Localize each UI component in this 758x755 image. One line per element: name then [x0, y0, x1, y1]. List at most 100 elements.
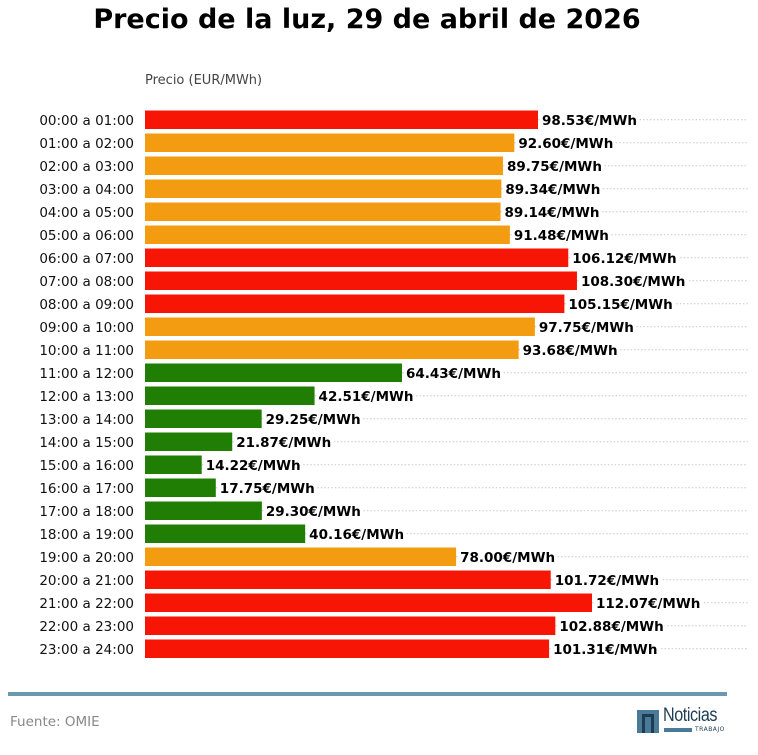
logo-word: Noticias: [663, 705, 718, 726]
bar: [145, 593, 593, 612]
category-label: 09:00 a 10:00: [39, 320, 134, 336]
category-label: 15:00 a 16:00: [39, 458, 134, 474]
bar: [145, 432, 233, 451]
value-label: 97.75€/MWh: [539, 320, 634, 336]
value-label: 108.30€/MWh: [581, 274, 685, 290]
noticias-trabajo-logo: Noticias TRABAJO: [637, 705, 729, 735]
bar: [145, 639, 550, 658]
value-label-background: [512, 227, 611, 244]
category-label: 13:00 a 14:00: [39, 412, 134, 428]
value-label: 112.07€/MWh: [596, 596, 700, 612]
bar: [145, 110, 538, 129]
bar: [145, 133, 515, 152]
category-label: 03:00 a 04:00: [39, 182, 134, 198]
label-layer: 00:00 a 01:00 98.53€/MWh 01:00 a 02:00 92.6…: [39, 112, 703, 658]
value-label-background: [505, 158, 604, 175]
value-label: 89.14€/MWh: [505, 205, 600, 221]
value-label-background: [308, 526, 407, 543]
value-label-background: [264, 503, 363, 520]
value-label: 42.51€/MWh: [319, 389, 414, 405]
value-label-background: [553, 572, 662, 589]
category-label: 02:00 a 03:00: [39, 159, 134, 175]
category-label: 10:00 a 11:00: [39, 343, 134, 359]
value-label: 17.75€/MWh: [220, 481, 315, 497]
bar: [145, 409, 262, 428]
bar: [145, 179, 502, 198]
value-label: 21.87€/MWh: [236, 435, 331, 451]
bar: [145, 156, 503, 175]
value-label: 105.15€/MWh: [568, 297, 672, 313]
category-label: 16:00 a 17:00: [39, 481, 134, 497]
category-label: 21:00 a 22:00: [39, 596, 134, 612]
bar: [145, 202, 501, 221]
bar: [145, 570, 551, 589]
value-label: 14.22€/MWh: [206, 458, 301, 474]
value-label-background: [579, 273, 688, 290]
value-label: 102.88€/MWh: [559, 619, 663, 635]
bar: [145, 294, 565, 313]
value-label-background: [235, 434, 334, 451]
footer-divider: [8, 692, 727, 696]
category-label: 23:00 a 24:00: [39, 642, 134, 658]
value-label-background: [552, 641, 660, 658]
value-label: 101.72€/MWh: [555, 573, 659, 589]
grid-layer: [201, 119, 748, 650]
value-label: 64.43€/MWh: [406, 366, 501, 382]
category-label: 18:00 a 19:00: [39, 527, 134, 543]
value-label: 78.00€/MWh: [460, 550, 555, 566]
chart-title: Precio de la luz, 29 de abril de 2026: [93, 4, 641, 35]
category-label: 07:00 a 08:00: [39, 274, 134, 290]
category-label: 14:00 a 15:00: [39, 435, 134, 451]
category-label: 06:00 a 07:00: [39, 251, 134, 267]
bar: [145, 386, 315, 405]
category-label: 00:00 a 01:00: [39, 113, 134, 129]
category-label: 01:00 a 02:00: [39, 136, 134, 152]
value-label-background: [503, 204, 602, 221]
bar-layer: [145, 110, 593, 658]
category-label: 05:00 a 06:00: [39, 228, 134, 244]
value-label: 106.12€/MWh: [572, 251, 676, 267]
value-label: 89.75€/MWh: [507, 159, 602, 175]
category-label: 20:00 a 21:00: [39, 573, 134, 589]
category-label: 08:00 a 09:00: [39, 297, 134, 313]
bar: [145, 317, 535, 336]
bar-chart: 00:00 a 01:00 98.53€/MWh 01:00 a 02:00 92.6…: [39, 110, 748, 658]
category-label: 04:00 a 05:00: [39, 205, 134, 221]
value-label-background: [537, 319, 636, 336]
logo-subtitle: TRABAJO: [695, 726, 725, 733]
category-label: 17:00 a 18:00: [39, 504, 134, 520]
value-label: 29.30€/MWh: [266, 504, 361, 520]
value-label-background: [404, 365, 503, 382]
value-label: 40.16€/MWh: [309, 527, 404, 543]
value-label-background: [504, 181, 603, 198]
value-label: 89.34€/MWh: [505, 182, 600, 198]
category-label: 22:00 a 23:00: [39, 619, 134, 635]
value-label-background: [567, 296, 675, 313]
value-label-background: [521, 342, 620, 359]
value-label: 101.31€/MWh: [553, 642, 657, 658]
bar: [145, 616, 556, 635]
bar: [145, 248, 569, 267]
logo-underline: [664, 728, 692, 732]
value-label-background: [204, 457, 303, 474]
category-label: 12:00 a 13:00: [39, 389, 134, 405]
value-label: 98.53€/MWh: [542, 113, 637, 129]
bar: [145, 225, 510, 244]
value-label-background: [264, 411, 363, 428]
value-label: 92.60€/MWh: [518, 136, 613, 152]
value-label-background: [218, 480, 317, 497]
value-label-background: [595, 595, 703, 612]
value-label-background: [459, 549, 558, 566]
bar: [145, 524, 306, 543]
bar: [145, 271, 577, 290]
bar: [145, 363, 402, 382]
bar: [145, 340, 519, 359]
bar: [145, 478, 216, 497]
value-label-background: [317, 388, 416, 405]
value-label: 91.48€/MWh: [514, 228, 609, 244]
category-label: 11:00 a 12:00: [39, 366, 134, 382]
source-note: Fuente: OMIE: [10, 714, 100, 730]
value-label-background: [558, 618, 666, 635]
logo-n-icon: [637, 710, 659, 733]
bar: [145, 501, 262, 520]
